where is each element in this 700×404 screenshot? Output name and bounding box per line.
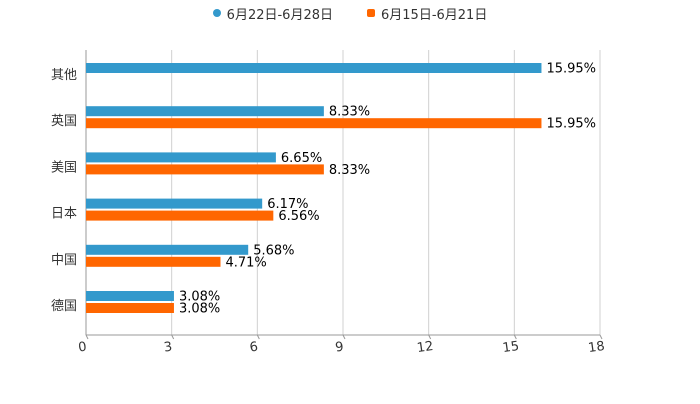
x-tick-label: 15 (502, 339, 520, 356)
data-label-series-1: 8.33% (329, 105, 370, 120)
data-label-series-1: 6.65% (281, 151, 322, 166)
x-tick-label: 6 (249, 340, 259, 356)
x-tick-mark (342, 334, 346, 340)
bar-series-2[interactable] (86, 164, 324, 175)
bar-series-1[interactable] (86, 106, 324, 117)
x-tick-label: 9 (334, 340, 344, 356)
x-tick-label: 12 (416, 339, 434, 356)
bar-series-1[interactable] (86, 291, 174, 301)
x-tick-mark (256, 334, 260, 340)
data-label-series-2: 8.33% (329, 163, 370, 178)
legend-item-series-2[interactable]: 6月15日-6月21日 (367, 4, 487, 23)
data-label-series-2: 6.56% (278, 209, 319, 224)
x-tick-label: 0 (77, 340, 87, 356)
category-label: 其他 (51, 68, 77, 83)
bar-series-1[interactable] (86, 63, 542, 73)
bar-series-1[interactable] (86, 152, 276, 163)
x-tick-mark (513, 334, 517, 340)
legend-marker-series-2 (367, 9, 375, 17)
legend: 6月22日-6月28日 6月15日-6月21日 (0, 4, 700, 23)
bar-series-1[interactable] (86, 198, 263, 209)
data-label-series-1: 6.17% (267, 197, 308, 212)
bar-series-2[interactable] (86, 256, 221, 267)
bar-series-2[interactable] (86, 303, 174, 313)
data-label-series-2: 4.71% (225, 255, 266, 270)
bar-series-1[interactable] (86, 244, 249, 255)
data-label-series-2: 3.08% (179, 302, 220, 317)
legend-item-series-1[interactable]: 6月22日-6月28日 (212, 4, 333, 23)
category-label: 美国 (51, 160, 77, 175)
data-label-series-1: 5.68% (253, 243, 294, 258)
x-tick-mark (85, 334, 89, 340)
bar-series-2[interactable] (86, 210, 274, 221)
legend-label-series-1: 6月22日-6月28日 (226, 7, 333, 23)
category-label: 英国 (51, 114, 77, 129)
legend-marker-series-1 (212, 9, 221, 17)
legend-label-series-2: 6月15日-6月21日 (381, 7, 488, 23)
category-label: 德国 (51, 299, 77, 314)
x-tick-mark (428, 334, 432, 340)
x-tick-mark (599, 334, 603, 340)
data-label-series-1: 3.08% (179, 290, 220, 305)
x-tick-label: 18 (587, 339, 605, 356)
x-tick-label: 3 (163, 340, 173, 356)
category-label: 日本 (51, 207, 77, 222)
category-label: 中国 (51, 253, 77, 268)
data-label-series-1: 15.95% (546, 62, 596, 77)
bar-series-2[interactable] (86, 118, 542, 129)
data-label-series-2: 15.95% (546, 117, 596, 132)
x-tick-mark (171, 334, 175, 340)
